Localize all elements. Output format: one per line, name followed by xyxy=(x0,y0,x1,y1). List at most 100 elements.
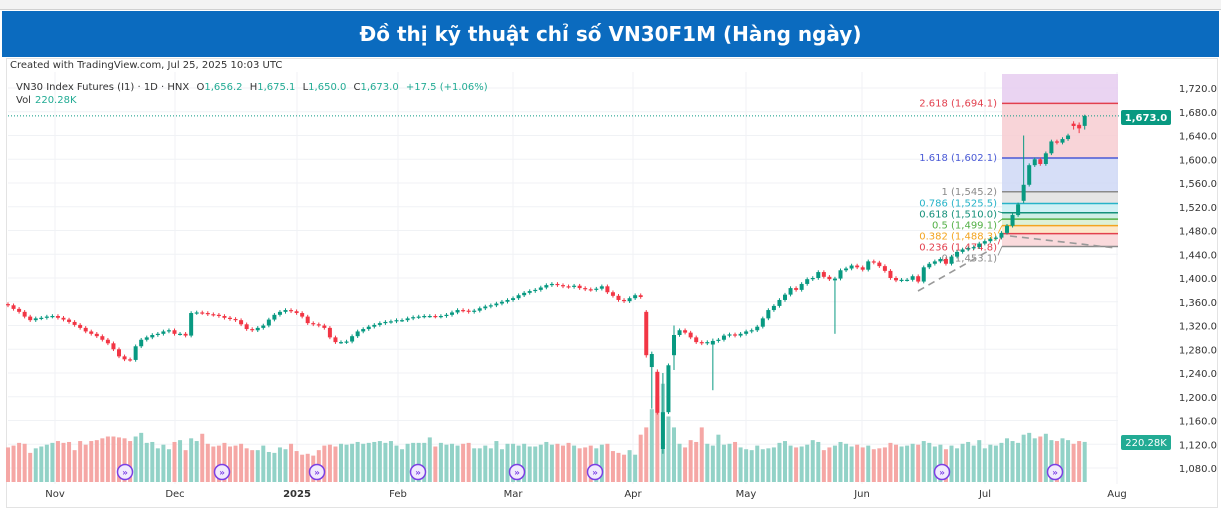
event-marker-icon[interactable] xyxy=(213,463,231,481)
volume-bar xyxy=(616,452,621,482)
event-marker-icon[interactable] xyxy=(933,463,951,481)
candle-body xyxy=(139,339,144,347)
candle-body xyxy=(594,288,599,290)
volume-bar xyxy=(749,450,754,482)
volume-bar xyxy=(67,441,72,482)
price-axis-label: 1,320.0 xyxy=(1179,322,1217,333)
fib-level-label: 1.618 (1,602.1) xyxy=(919,153,997,164)
volume-bar xyxy=(22,443,27,482)
volume-bar xyxy=(411,442,416,482)
fibonacci-retracement[interactable]: 2.618 (1,694.1) 1.618 (1,602.1) 1 (1,545.2… xyxy=(919,74,1118,264)
event-marker-icon[interactable] xyxy=(508,463,526,481)
candle-body xyxy=(1032,159,1037,166)
candle-body xyxy=(1010,215,1015,226)
candle-body xyxy=(583,288,588,290)
candle-body xyxy=(993,237,998,239)
volume-bar xyxy=(1010,441,1015,482)
volume-bar xyxy=(499,449,504,482)
candle-body xyxy=(333,337,338,343)
volume-bar xyxy=(527,446,532,482)
candle-body xyxy=(239,320,244,325)
candle-body xyxy=(1082,115,1087,126)
event-arrow-icon: » xyxy=(514,469,520,479)
candle-body xyxy=(688,332,693,338)
price-axis-label: 1,560.0 xyxy=(1179,179,1217,190)
candle-body xyxy=(744,331,749,334)
price-axis-label: 1,400.0 xyxy=(1179,274,1217,285)
volume-bar xyxy=(583,447,588,482)
event-marker-icon[interactable] xyxy=(409,463,427,481)
volume-bar xyxy=(128,441,133,482)
event-arrow-icon: » xyxy=(1052,469,1058,479)
volume-bar xyxy=(605,443,610,482)
candle-body xyxy=(450,312,454,315)
candle-body xyxy=(266,319,271,326)
volume-bar xyxy=(50,442,55,482)
volume-bar xyxy=(788,445,793,482)
volume-bar xyxy=(455,445,460,482)
candle-body xyxy=(866,261,871,270)
volume-bar xyxy=(999,442,1004,482)
volume-bar xyxy=(794,447,799,482)
volume-bar xyxy=(300,454,305,482)
volume-bar xyxy=(977,440,982,482)
candle-body xyxy=(516,295,521,299)
candle-body xyxy=(694,337,699,343)
volume-bar xyxy=(993,445,998,482)
candle-body xyxy=(666,365,671,413)
event-marker-icon[interactable] xyxy=(1046,463,1064,481)
volume-bar xyxy=(83,444,88,482)
candle-body xyxy=(816,272,821,278)
candle-body xyxy=(444,314,449,317)
volume-bar xyxy=(821,450,826,482)
candle-body xyxy=(599,286,604,289)
candle-body xyxy=(205,313,210,315)
candle-body xyxy=(871,261,876,263)
candle-body xyxy=(1071,123,1076,126)
trend-line-rising[interactable] xyxy=(917,249,991,292)
volume-bar xyxy=(733,441,738,482)
top-border xyxy=(0,0,1221,10)
candle-body xyxy=(544,285,549,288)
volume-bar xyxy=(44,444,49,482)
volume-bar xyxy=(1043,433,1048,482)
candle-body xyxy=(111,343,116,350)
candle-body xyxy=(400,320,405,322)
candle-body xyxy=(505,299,510,302)
candle-body xyxy=(777,299,782,306)
event-marker-icon[interactable] xyxy=(308,463,326,481)
volume-bar xyxy=(155,448,160,482)
price-axis-label: 1,480.0 xyxy=(1179,227,1217,238)
volume-bar xyxy=(17,442,22,482)
event-marker-icon[interactable] xyxy=(586,463,604,481)
candle-body xyxy=(183,333,188,336)
candle-body xyxy=(405,318,410,321)
candle-body xyxy=(222,316,227,318)
volume-bar xyxy=(239,443,244,482)
page-title: Đồ thị kỹ thuật chỉ số VN30F1M (Hàng ngà… xyxy=(2,11,1219,57)
volume-bar xyxy=(461,443,466,482)
candle-body xyxy=(355,331,360,337)
svg-text:1,673.0: 1,673.0 xyxy=(1125,113,1167,124)
fib-zone xyxy=(1002,191,1118,204)
candle-body xyxy=(294,311,299,314)
price-axis-label: 1,680.0 xyxy=(1179,108,1217,119)
volume-bar xyxy=(805,444,810,482)
fib-zone xyxy=(1002,158,1118,192)
volume-bar xyxy=(755,445,760,482)
fib-level-label: 0.382 (1,488.3) xyxy=(919,231,997,242)
candle-body xyxy=(133,346,138,360)
price-axis-label: 1,280.0 xyxy=(1179,345,1217,356)
trend-line-falling[interactable] xyxy=(1009,235,1117,249)
candle-body xyxy=(377,323,382,325)
candle-body xyxy=(877,262,882,267)
volume-bar xyxy=(139,432,144,482)
event-marker-icon[interactable] xyxy=(116,463,134,481)
volume-bar xyxy=(777,442,782,482)
volume-bar xyxy=(816,441,821,482)
volume-bar xyxy=(222,442,227,482)
price-axis-label: 1,720.0 xyxy=(1179,84,1217,95)
candle-body xyxy=(932,261,937,264)
fib-label-leader xyxy=(997,211,1003,214)
